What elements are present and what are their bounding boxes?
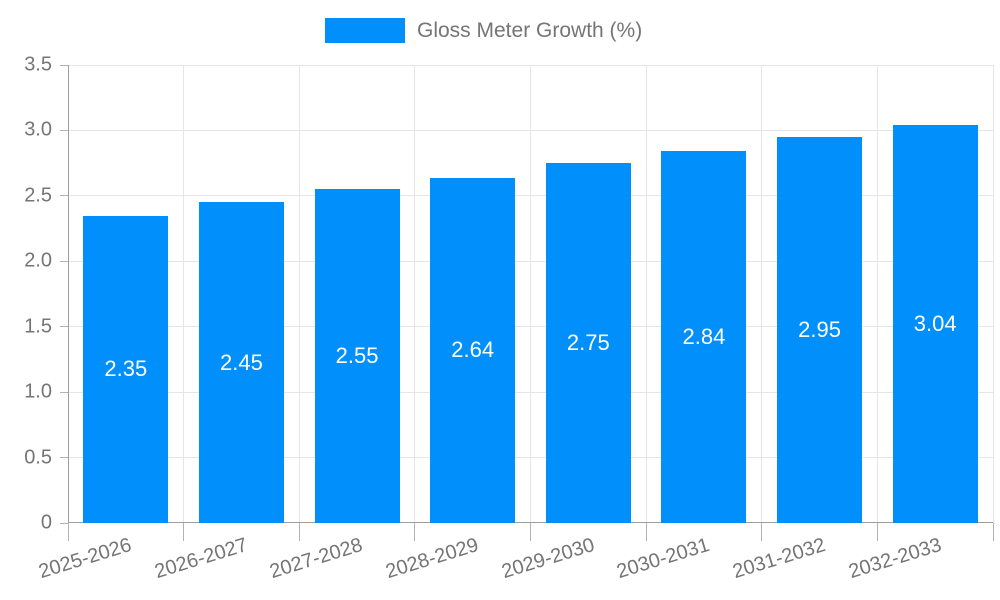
- y-axis-tick-label: 0.5: [24, 446, 52, 469]
- bar[interactable]: 2.55: [314, 189, 400, 523]
- bar[interactable]: 2.84: [661, 151, 747, 523]
- x-axis-tick-mark: [530, 523, 531, 541]
- bar-value-label: 2.35: [104, 356, 148, 382]
- x-axis-tick-label: 2029-2030: [498, 534, 597, 584]
- y-axis-tick-mark: [60, 64, 68, 66]
- y-axis-tick-mark: [60, 522, 68, 524]
- y-axis-tick-mark: [60, 129, 68, 131]
- y-axis-tick-label: 2.0: [24, 249, 52, 272]
- y-axis-tick-mark: [60, 457, 68, 459]
- y-axis-line: [68, 65, 69, 523]
- gridline-vertical: [183, 65, 185, 523]
- legend-swatch: [325, 18, 405, 43]
- x-axis-tick-mark: [876, 523, 878, 541]
- y-axis-tick-label: 0: [40, 511, 52, 534]
- bar-value-label: 2.95: [798, 316, 841, 342]
- x-axis-tick-label: 2031-2032: [730, 534, 828, 584]
- y-axis-tick-label: 2.5: [24, 184, 52, 207]
- x-axis-tick-mark: [414, 523, 416, 541]
- gridline-vertical: [298, 65, 300, 523]
- x-axis-tick-mark: [992, 523, 994, 541]
- bar[interactable]: 2.95: [777, 136, 863, 523]
- bar[interactable]: 2.35: [83, 215, 169, 523]
- legend[interactable]: Gloss Meter Growth (%): [325, 18, 642, 43]
- x-axis-tick-mark: [645, 523, 647, 541]
- x-axis-tick-label: 2027-2028: [267, 534, 366, 584]
- y-axis-tick-label: 3.5: [24, 53, 52, 76]
- bar[interactable]: 2.64: [430, 177, 516, 523]
- gridline-vertical: [530, 65, 531, 523]
- x-axis-tick-mark: [183, 523, 185, 541]
- gridline-vertical: [876, 65, 878, 523]
- plot-area: 2.35 2.45 2.55 2.64 2.75 2.84 2.95 3.04: [68, 64, 994, 523]
- x-axis-tick-label: 2025-2026: [36, 534, 135, 584]
- gridline-vertical: [992, 65, 994, 523]
- x-axis-tick-label: 2026-2027: [151, 534, 250, 584]
- bar-value-label: 2.64: [451, 337, 495, 363]
- bar-value-label: 3.04: [913, 311, 957, 337]
- bar[interactable]: 2.75: [545, 163, 631, 523]
- bar-value-label: 2.84: [682, 324, 726, 350]
- gridline-vertical: [761, 65, 763, 523]
- x-axis-tick-mark: [761, 523, 763, 541]
- x-axis-tick-label: 2028-2029: [383, 534, 482, 584]
- y-axis-tick-mark: [60, 391, 68, 393]
- x-axis-tick-label: 2030-2031: [614, 534, 713, 584]
- gridline-vertical: [414, 65, 416, 523]
- y-axis-tick-label: 1.0: [24, 380, 52, 403]
- bar[interactable]: 3.04: [892, 125, 978, 523]
- bar-value-label: 2.55: [335, 343, 379, 369]
- bar-value-label: 2.75: [566, 330, 610, 356]
- bar-value-label: 2.45: [220, 349, 263, 375]
- y-axis-tick-mark: [60, 326, 68, 328]
- x-axis-tick-mark: [67, 523, 69, 541]
- x-axis-line: [68, 522, 993, 523]
- y-axis-tick-label: 1.5: [24, 315, 52, 338]
- y-axis-tick-mark: [60, 195, 68, 197]
- legend-label: Gloss Meter Growth (%): [417, 18, 643, 42]
- gridline-vertical: [645, 65, 647, 523]
- bar[interactable]: 2.45: [198, 202, 284, 523]
- y-axis-tick-mark: [60, 260, 68, 262]
- y-axis-tick-label: 3.0: [24, 118, 52, 141]
- x-axis-tick-label: 2032-2033: [845, 534, 944, 584]
- x-axis-tick-mark: [298, 523, 300, 541]
